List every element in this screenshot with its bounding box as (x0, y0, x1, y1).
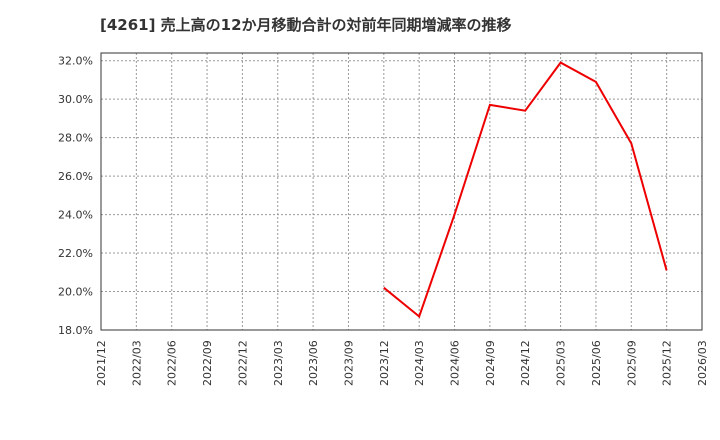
x-tick-label: 2025/12 (661, 340, 674, 386)
chart-title: [4261] 売上高の12か月移動合計の対前年同期増減率の推移 (100, 16, 512, 34)
x-tick-label: 2024/03 (413, 340, 426, 386)
y-tick-label: 20.0% (58, 286, 93, 299)
y-axis: 18.0% 20.0% 22.0% 24.0% 26.0% 28.0% 30.0% 32.0% (58, 55, 93, 337)
x-axis: 2021/12 2022/03 2022/06 2022/09 2022/12 2023/… (95, 340, 709, 386)
y-tick-label: 22.0% (58, 247, 93, 260)
y-tick-label: 26.0% (58, 170, 93, 183)
data-line (383, 61, 668, 319)
x-tick-label: 2023/06 (307, 340, 320, 386)
plot-frame (100, 52, 703, 331)
x-tick-label: 2022/03 (130, 340, 143, 386)
x-tick-label: 2023/09 (342, 340, 355, 386)
x-tick-label: 2025/03 (555, 340, 568, 386)
y-tick-label: 28.0% (58, 132, 93, 145)
x-tick-label: 2021/12 (95, 340, 108, 386)
x-tick-label: 2022/06 (166, 340, 179, 386)
x-tick-label: 2024/12 (519, 340, 532, 386)
x-tick-label: 2026/03 (696, 340, 709, 386)
x-tick-label: 2025/06 (590, 340, 603, 386)
grid-lines (101, 53, 702, 330)
x-tick-label: 2025/09 (625, 340, 638, 386)
y-tick-label: 24.0% (58, 209, 93, 222)
y-tick-label: 30.0% (58, 93, 93, 106)
x-tick-label: 2022/12 (236, 340, 249, 386)
x-tick-label: 2023/03 (272, 340, 285, 386)
y-tick-label: 18.0% (58, 324, 93, 337)
y-tick-label: 32.0% (58, 55, 93, 68)
x-tick-label: 2022/09 (201, 340, 214, 386)
x-tick-label: 2024/09 (484, 340, 497, 386)
x-tick-label: 2024/06 (449, 340, 462, 386)
x-tick-label: 2023/12 (378, 340, 391, 386)
